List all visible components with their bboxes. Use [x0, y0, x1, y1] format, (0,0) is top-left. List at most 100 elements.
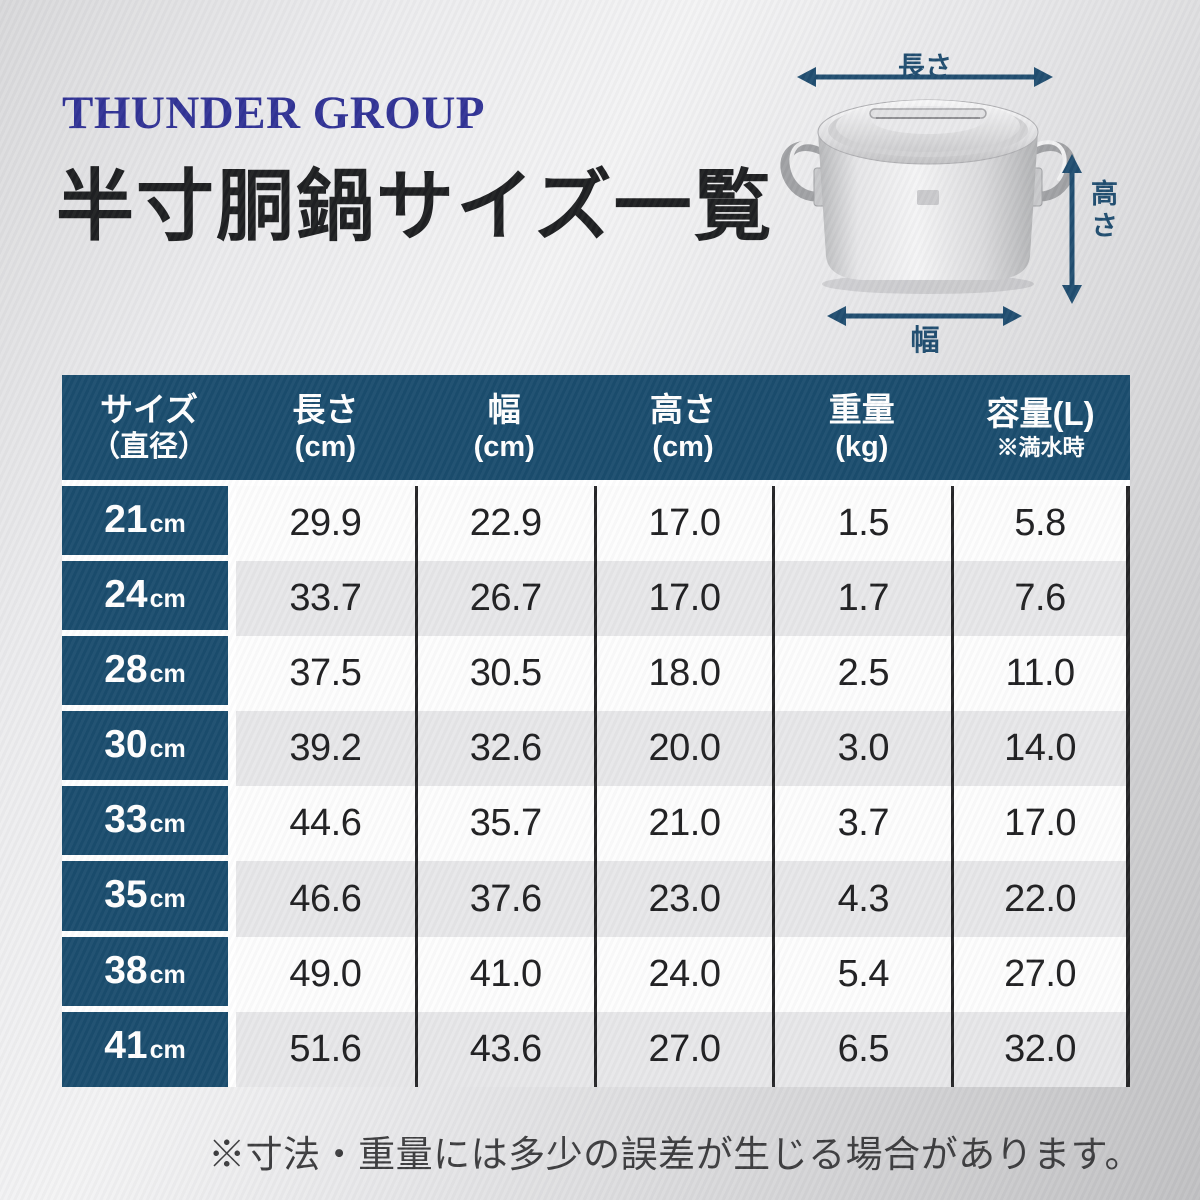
width-value-cell: 35.7 [414, 786, 594, 862]
size-value: 28 [104, 648, 148, 692]
size-cell: 21 cm [62, 486, 228, 556]
column-gap [228, 937, 236, 1012]
size-value: 21 [104, 498, 148, 541]
table-header-row: サイズ （直径） 長さ (cm) 幅 (cm) 高さ (cm) 重量 (kg) … [62, 375, 1130, 480]
size-unit: cm [149, 660, 186, 689]
size-unit: cm [149, 1035, 186, 1064]
header-capacity-line1: 容量(L) [986, 394, 1095, 432]
size-spec-table: サイズ （直径） 長さ (cm) 幅 (cm) 高さ (cm) 重量 (kg) … [62, 375, 1130, 1087]
capacity-value-cell: 7.6 [951, 561, 1130, 637]
length-value-cell: 49.0 [236, 936, 415, 1012]
header-length: 長さ (cm) [236, 375, 415, 480]
length-value-cell: 46.6 [236, 861, 415, 937]
size-cell: 24 cm [62, 561, 228, 631]
size-unit: cm [149, 885, 186, 914]
header-size: サイズ （直径） [62, 375, 236, 480]
length-dimension-label: 長さ [898, 52, 952, 82]
width-value-cell: 37.6 [414, 861, 594, 937]
column-gap [228, 861, 236, 936]
weight-value-cell: 6.5 [772, 1011, 952, 1087]
capacity-value-cell: 17.0 [951, 786, 1130, 862]
column-gap [228, 636, 236, 711]
column-gap [228, 1012, 236, 1087]
length-value-cell: 44.6 [236, 786, 415, 862]
width-value-cell: 43.6 [414, 1011, 594, 1087]
weight-value-cell: 3.0 [772, 711, 952, 787]
width-value-cell: 41.0 [414, 936, 594, 1012]
pot-illustration [780, 67, 1082, 326]
size-value: 41 [104, 1023, 148, 1067]
brand-title: THUNDER GROUP [62, 87, 485, 139]
width-value-cell: 30.5 [414, 636, 594, 712]
header-length-line2: (cm) [294, 430, 357, 463]
height-value-cell: 23.0 [593, 861, 773, 937]
size-cell: 41 cm [62, 1011, 228, 1087]
weight-value-cell: 2.5 [772, 636, 952, 712]
height-value-cell: 17.0 [593, 486, 773, 562]
size-unit: cm [149, 810, 186, 839]
height-value-cell: 21.0 [593, 786, 773, 862]
column-gap [228, 561, 236, 636]
size-value: 33 [104, 798, 148, 842]
weight-value-cell: 1.7 [772, 561, 952, 637]
weight-value-cell: 3.7 [772, 786, 952, 862]
footnote: ※寸法・重量には多少の誤差が生じる場合があります。 [208, 1135, 1142, 1176]
capacity-value-cell: 14.0 [951, 711, 1130, 787]
header-height-line1: 高さ [649, 391, 716, 429]
height-value-cell: 27.0 [593, 1011, 773, 1087]
width-dimension-label: 幅 [910, 325, 940, 357]
header-height-line2: (cm) [652, 430, 714, 463]
header-width: 幅 (cm) [415, 375, 594, 480]
size-cell: 35 cm [62, 861, 228, 931]
length-arrow [797, 67, 1053, 87]
header-capacity-note: ※満水時 [996, 435, 1085, 461]
column-gap [228, 486, 236, 561]
length-value-cell: 51.6 [236, 1011, 415, 1087]
header-size-line1: サイズ [99, 391, 198, 429]
height-value-cell: 18.0 [593, 636, 773, 712]
header-body-divider [62, 480, 1130, 486]
height-value-cell: 24.0 [593, 936, 773, 1012]
header-height: 高さ (cm) [594, 375, 773, 480]
size-unit: cm [149, 960, 186, 989]
header-weight: 重量 (kg) [772, 375, 951, 480]
height-value-cell: 17.0 [593, 561, 773, 637]
capacity-value-cell: 32.0 [951, 1011, 1130, 1087]
size-unit: cm [149, 585, 186, 614]
height-value-cell: 20.0 [593, 711, 773, 787]
width-value-cell: 26.7 [414, 561, 594, 637]
header-weight-line1: 重量 [828, 391, 895, 429]
pot-dimension-diagram: 長さ 高さ 幅 [770, 20, 1190, 357]
weight-value-cell: 1.5 [772, 486, 952, 562]
length-value-cell: 29.9 [236, 486, 415, 562]
size-cell: 30 cm [62, 711, 228, 781]
length-value-cell: 39.2 [236, 711, 415, 787]
size-value: 38 [104, 948, 148, 992]
width-value-cell: 32.6 [414, 711, 594, 787]
header-capacity: 容量(L) ※満水時 [951, 375, 1130, 480]
size-value: 35 [104, 873, 148, 917]
length-value-cell: 37.5 [236, 636, 415, 712]
weight-value-cell: 4.3 [772, 861, 952, 937]
width-arrow [827, 306, 1022, 326]
weight-value-cell: 5.4 [772, 936, 952, 1012]
size-cell: 33 cm [62, 786, 228, 856]
capacity-value-cell: 11.0 [951, 636, 1130, 712]
height-dimension-label: 高さ [1087, 179, 1117, 243]
size-cell: 28 cm [62, 636, 228, 706]
pot-image [780, 99, 1076, 294]
width-value-cell: 22.9 [414, 486, 594, 562]
header-size-line2: （直径） [90, 430, 207, 463]
page-title: 半寸胴鍋サイズ一覧 [56, 163, 774, 250]
header-width-line2: (cm) [473, 430, 535, 463]
column-gap [228, 786, 236, 861]
table-body: 21 cm 29.9 22.9 17.0 1.5 5.8 24 cm 33.7 … [62, 486, 1130, 1087]
length-value-cell: 33.7 [236, 561, 415, 637]
header-weight-line2: (kg) [835, 430, 889, 463]
header-width-line1: 幅 [487, 391, 521, 429]
size-value: 24 [104, 573, 148, 617]
size-cell: 38 cm [62, 936, 228, 1006]
capacity-value-cell: 5.8 [951, 486, 1130, 562]
column-gap [228, 711, 236, 786]
size-unit: cm [149, 510, 186, 538]
